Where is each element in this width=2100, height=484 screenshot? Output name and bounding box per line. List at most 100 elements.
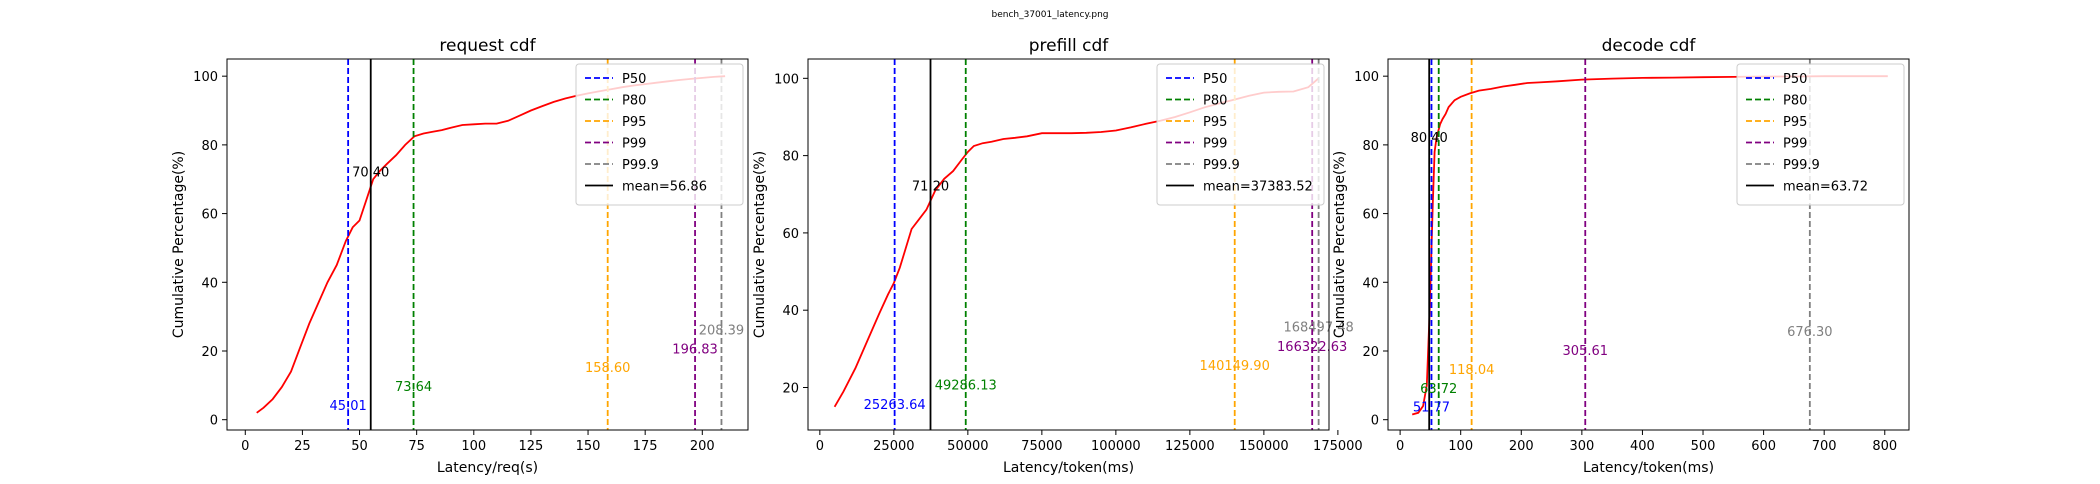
legend-entry: P50 <box>1783 72 1807 87</box>
vline-value-label: 25263.64 <box>864 398 926 413</box>
x-tick-label: 75 <box>408 439 425 454</box>
legend-frame <box>1156 63 1325 206</box>
legend-frame <box>575 63 744 206</box>
legend-entry: P99.9 <box>1203 158 1240 173</box>
vline-value-label: 166322.63 <box>1277 340 1347 355</box>
y-tick-label: 60 <box>1362 208 1379 223</box>
vline-value-label: 140149.90 <box>1200 359 1270 374</box>
y-tick-label: 100 <box>774 72 799 87</box>
vline-value-label: 305.61 <box>1563 344 1609 359</box>
chart-3: decode cdf 0 100 200 300 400 500 600 700 800 0 20 40… <box>1332 36 1910 476</box>
y-axis-label: Cumulative Percentage(%) <box>752 151 768 338</box>
y-tick-label: 20 <box>782 381 799 396</box>
legend-frame <box>1736 63 1905 206</box>
legend-entry: P95 <box>1203 115 1227 130</box>
x-tick-label: 125 <box>519 439 544 454</box>
legend-entry: P80 <box>622 94 646 109</box>
axes-frame <box>807 58 1330 431</box>
axes-frame <box>226 58 749 431</box>
legend-entry: P99 <box>1783 137 1807 152</box>
x-tick-label: 500 <box>1691 439 1716 454</box>
y-tick-label: 60 <box>782 227 799 242</box>
x-tick-label: 0 <box>241 439 249 454</box>
y-tick-label: 0 <box>210 414 218 429</box>
x-tick-label: 50000 <box>947 439 988 454</box>
y-tick-label: 20 <box>201 345 218 360</box>
x-axis-label: Latency/token(ms) <box>1583 460 1714 476</box>
y-tick-label: 100 <box>193 70 218 85</box>
vline-value-label: 158.60 <box>585 361 631 376</box>
x-tick-label: 75000 <box>1021 439 1062 454</box>
legend-entry: P99.9 <box>1783 158 1820 173</box>
y-tick-label: 80 <box>201 139 218 154</box>
x-tick-label: 175 <box>633 439 658 454</box>
vline-value-label: 168497.48 <box>1283 321 1353 336</box>
vline-value-label: 71.20 <box>912 180 949 195</box>
vline-value-label: 208.39 <box>699 323 745 338</box>
x-tick-label: 700 <box>1812 439 1837 454</box>
x-tick-label: 200 <box>690 439 715 454</box>
x-tick-label: 100 <box>461 439 486 454</box>
legend-entry: P80 <box>1783 94 1807 109</box>
vline-value-label: 118.04 <box>1449 363 1495 378</box>
legend-entry: mean=56.86 <box>622 180 707 195</box>
x-tick-label: 150 <box>576 439 601 454</box>
x-tick-label: 600 <box>1751 439 1776 454</box>
vline-value-label: 196.83 <box>672 342 718 357</box>
x-tick-label: 100000 <box>1091 439 1141 454</box>
y-tick-label: 60 <box>201 208 218 223</box>
x-tick-label: 300 <box>1569 439 1594 454</box>
vline-value-label: 676.30 <box>1787 325 1833 340</box>
y-axis-label: Cumulative Percentage(%) <box>171 151 187 338</box>
chart-2: prefill cdf 0 25000 50000 75000 100000 125000 1… <box>752 36 1363 476</box>
vline-value-label: 49286.13 <box>935 379 997 394</box>
vline-value-label: 51.77 <box>1413 401 1450 416</box>
legend: P50 P80 P95 P99 P99.9 mean=56.86 <box>575 63 744 206</box>
y-tick-label: 0 <box>1371 414 1379 429</box>
y-tick-label: 80 <box>1362 139 1379 154</box>
axes-frame <box>1387 58 1910 431</box>
x-tick-label: 50 <box>351 439 368 454</box>
x-tick-label: 0 <box>816 439 824 454</box>
legend-entry: mean=37383.52 <box>1203 180 1313 195</box>
x-tick-label: 400 <box>1630 439 1655 454</box>
legend-entry: P99.9 <box>622 158 659 173</box>
x-tick-label: 175000 <box>1313 439 1363 454</box>
legend-entry: P50 <box>1203 72 1227 87</box>
legend: P50 P80 P95 P99 P99.9 mean=63.72 <box>1736 63 1905 206</box>
y-tick-label: 40 <box>782 304 799 319</box>
legend-entry: P50 <box>622 72 646 87</box>
x-tick-label: 125000 <box>1165 439 1215 454</box>
legend-entry: P99 <box>622 137 646 152</box>
y-tick-label: 80 <box>782 150 799 165</box>
legend-entry: P95 <box>622 115 646 130</box>
x-tick-label: 25 <box>294 439 311 454</box>
x-tick-label: 150000 <box>1239 439 1289 454</box>
y-tick-label: 40 <box>1362 276 1379 291</box>
legend-entry: P95 <box>1783 115 1807 130</box>
vline-value-label: 80.40 <box>1411 131 1448 146</box>
y-tick-label: 40 <box>201 276 218 291</box>
x-tick-label: 25000 <box>873 439 914 454</box>
vline-value-label: 45.01 <box>330 399 367 414</box>
vline-value-label: 70.40 <box>352 165 389 180</box>
x-tick-label: 800 <box>1872 439 1897 454</box>
chart-1: request cdf 0 25 50 75 100 125 150 175 200 0 20 40 60… <box>171 36 749 476</box>
legend-entry: mean=63.72 <box>1783 180 1868 195</box>
legend-entry: P80 <box>1203 94 1227 109</box>
legend: P50 P80 P95 P99 P99.9 mean=37383.52 <box>1156 63 1325 206</box>
vline-value-label: 63.72 <box>1420 382 1457 397</box>
y-tick-label: 20 <box>1362 345 1379 360</box>
chart-title: request cdf <box>439 36 536 56</box>
y-tick-label: 100 <box>1354 70 1379 85</box>
x-axis-label: Latency/token(ms) <box>1003 460 1134 476</box>
x-tick-label: 0 <box>1396 439 1404 454</box>
legend-entry: P99 <box>1203 137 1227 152</box>
x-tick-label: 100 <box>1448 439 1473 454</box>
x-axis-label: Latency/req(s) <box>437 460 538 476</box>
chart-title: decode cdf <box>1602 36 1697 56</box>
figure-suptitle: bench_37001_latency.png <box>991 10 1108 20</box>
